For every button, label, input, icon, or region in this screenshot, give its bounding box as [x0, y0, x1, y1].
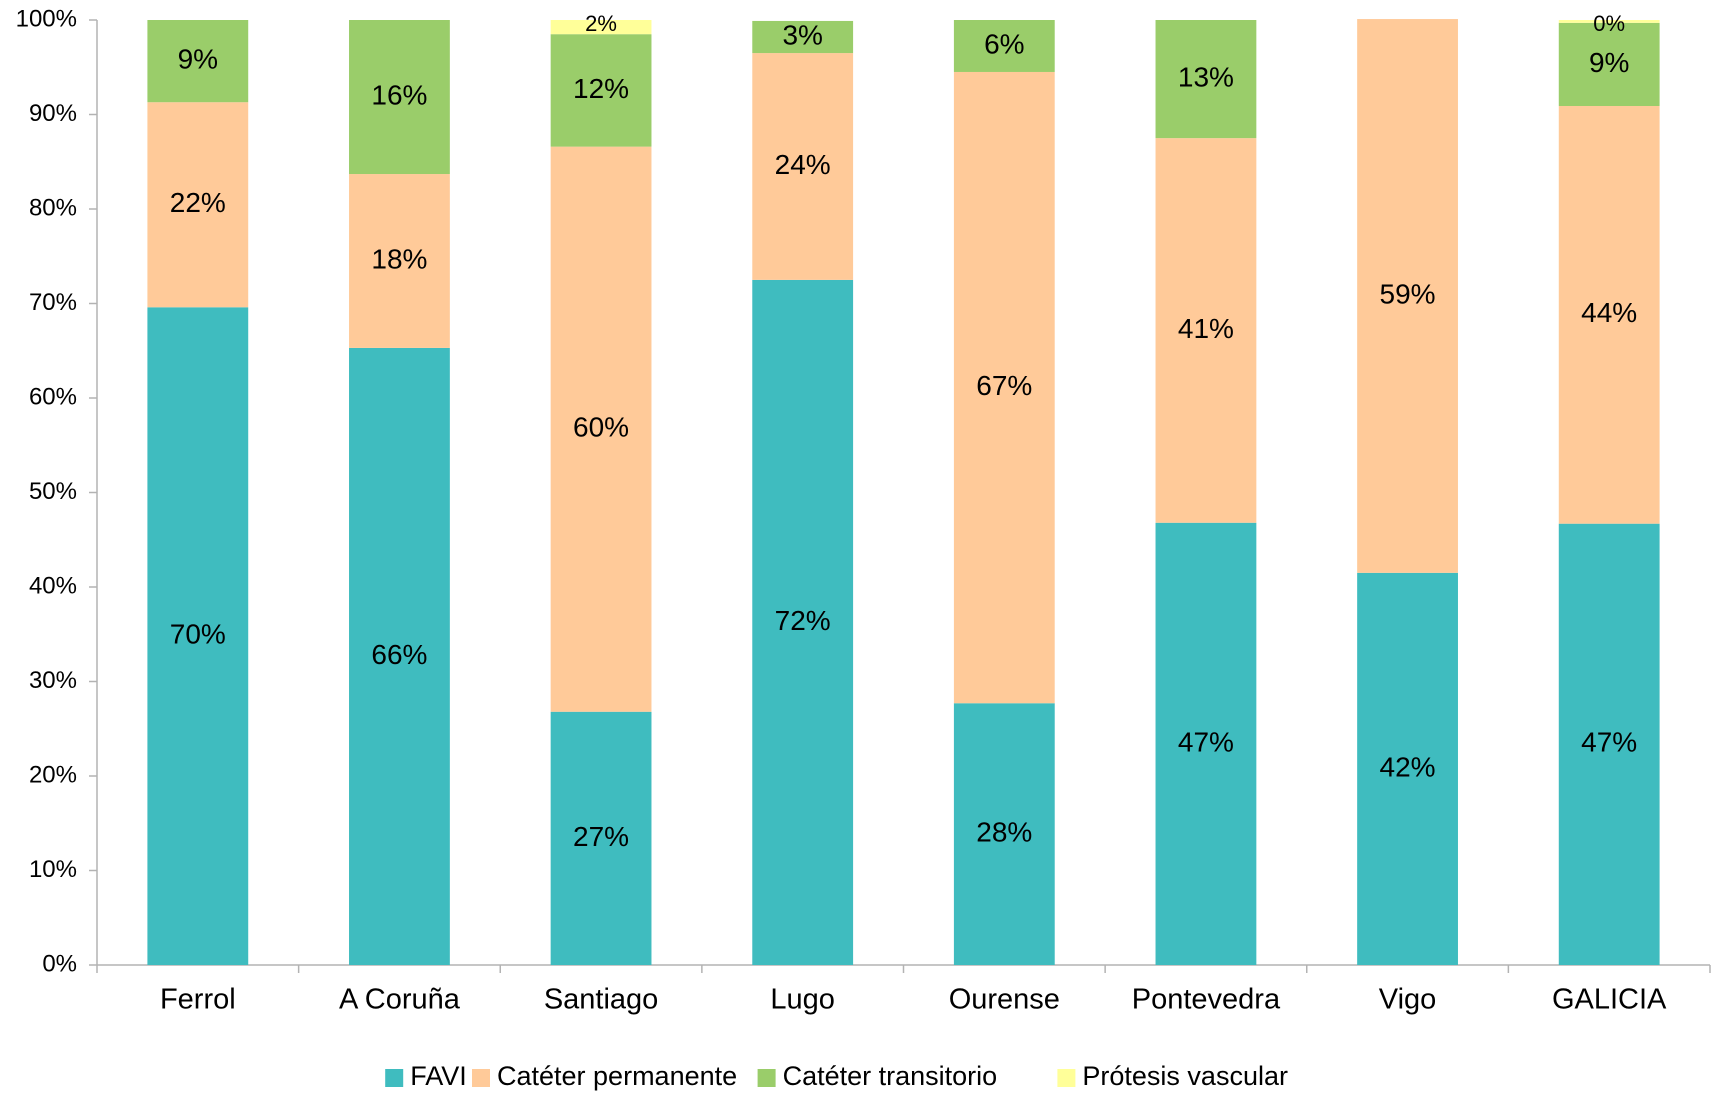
bar-segment [1558, 22, 1660, 106]
data-label: 72% [775, 605, 831, 636]
bar-segment [953, 20, 1055, 72]
y-tick-label: 0% [42, 950, 77, 977]
x-tick-label: Pontevedra [1132, 984, 1281, 1016]
bar-segment [550, 20, 652, 35]
bar-segment [1155, 138, 1257, 523]
data-label: 16% [371, 79, 427, 110]
bar-segment [550, 711, 652, 965]
y-tick-label: 100% [16, 5, 77, 32]
bar-segment [1357, 19, 1458, 573]
data-label: 27% [573, 821, 629, 852]
x-tick-label: Santiago [544, 984, 659, 1016]
data-label: 70% [170, 619, 226, 650]
bar-segment [752, 279, 854, 965]
data-label: 42% [1380, 751, 1436, 782]
legend-swatch [1057, 1069, 1076, 1087]
bar-segment [1558, 523, 1660, 965]
x-tick-label: GALICIA [1552, 984, 1667, 1016]
data-label: 59% [1380, 278, 1436, 309]
bar-segment [550, 146, 652, 712]
data-label: 66% [371, 639, 427, 670]
legend-swatch [385, 1069, 404, 1087]
y-tick-label: 50% [29, 478, 77, 505]
data-label: 3% [782, 19, 822, 50]
bar-segment [752, 20, 854, 54]
y-tick-label: 70% [29, 289, 77, 316]
bar-segment [349, 174, 450, 348]
x-tick-label: A Coruña [339, 984, 461, 1016]
data-label: 44% [1581, 297, 1637, 328]
x-tick-label: Ourense [949, 984, 1060, 1016]
bar-segment [147, 20, 249, 103]
data-label: 24% [775, 149, 831, 180]
bar-segment [147, 102, 249, 308]
y-tick-label: 80% [29, 194, 77, 221]
x-tick-label: Ferrol [160, 984, 236, 1016]
bar-segment [1155, 20, 1257, 139]
legend-swatch [757, 1069, 776, 1087]
data-label: 22% [170, 187, 226, 218]
data-label: 13% [1178, 61, 1234, 92]
bar-segment [1558, 20, 1660, 23]
bar-segment [1155, 522, 1257, 965]
bar-segment [953, 703, 1055, 965]
data-label: 12% [573, 73, 629, 104]
data-label: 0% [1593, 11, 1625, 36]
legend-label: FAVI [410, 1061, 467, 1091]
bar-segment [752, 53, 854, 280]
legend-label: Catéter transitorio [783, 1061, 998, 1091]
y-tick-label: 90% [29, 100, 77, 127]
bar-segment [147, 307, 249, 965]
x-tick-label: Lugo [770, 984, 835, 1016]
y-tick-label: 60% [29, 383, 77, 410]
bar-segment [550, 34, 652, 147]
bar-segment [1357, 572, 1458, 965]
legend-label: Prótesis vascular [1082, 1061, 1288, 1091]
data-label: 60% [573, 412, 629, 443]
legend-swatch [472, 1069, 490, 1087]
data-label: 9% [178, 43, 218, 74]
bar-segment [1558, 105, 1660, 524]
data-label: 18% [371, 243, 427, 274]
data-label: 28% [976, 817, 1032, 848]
data-label: 2% [585, 11, 617, 36]
data-label: 67% [976, 370, 1032, 401]
bar-segment [349, 347, 450, 965]
y-tick-label: 30% [29, 667, 77, 694]
y-tick-label: 20% [29, 761, 77, 788]
data-label: 9% [1589, 47, 1629, 78]
x-tick-label: Vigo [1379, 984, 1437, 1016]
bar-segment [349, 20, 450, 175]
legend-label: Catéter permanente [497, 1061, 737, 1091]
y-tick-label: 40% [29, 572, 77, 599]
data-label: 6% [984, 28, 1024, 59]
data-label: 47% [1178, 726, 1234, 757]
y-tick-label: 10% [29, 856, 77, 883]
data-label: 41% [1178, 313, 1234, 344]
bar-segment [953, 71, 1055, 704]
data-label: 47% [1581, 727, 1637, 758]
